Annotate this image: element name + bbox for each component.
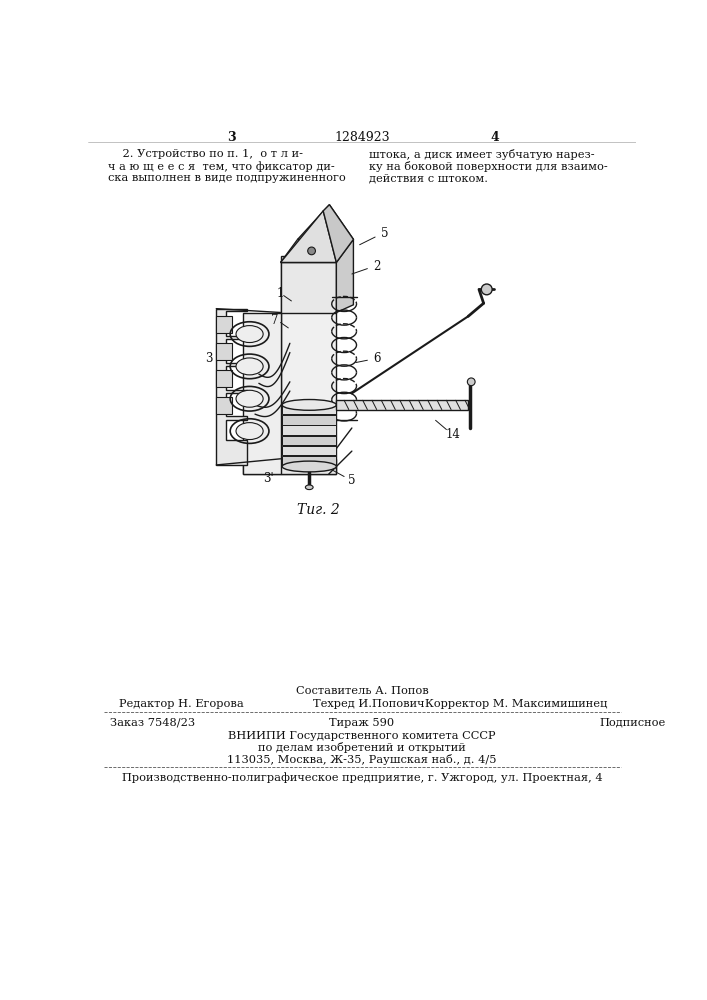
Polygon shape (281, 262, 337, 312)
Ellipse shape (305, 485, 313, 490)
Text: 113035, Москва, Ж-35, Раушская наб., д. 4/5: 113035, Москва, Ж-35, Раушская наб., д. … (227, 754, 497, 765)
Ellipse shape (236, 423, 263, 440)
Text: Корректор М. Максимишинец: Корректор М. Максимишинец (425, 699, 607, 709)
Text: Составитель А. Попов: Составитель А. Попов (296, 686, 428, 696)
Text: ку на боковой поверхности для взаимо-: ку на боковой поверхности для взаимо- (369, 161, 608, 172)
Text: действия с штоком.: действия с штоком. (369, 173, 488, 183)
Circle shape (481, 284, 492, 295)
Ellipse shape (236, 326, 263, 343)
Bar (216, 397, 232, 414)
Text: Производственно-полиграфическое предприятие, г. Ужгород, ул. Проектная, 4: Производственно-полиграфическое предприя… (122, 772, 602, 783)
Text: 1: 1 (277, 287, 284, 300)
Text: 2: 2 (373, 260, 380, 273)
Text: 14: 14 (445, 428, 460, 441)
Polygon shape (337, 239, 354, 312)
Polygon shape (216, 309, 247, 465)
Text: ска выполнен в виде подпружиненного: ска выполнен в виде подпружиненного (107, 173, 346, 183)
Bar (216, 316, 232, 333)
Text: ВНИИПИ Государственного комитета СССР: ВНИИПИ Государственного комитета СССР (228, 731, 496, 741)
Polygon shape (281, 239, 354, 262)
Text: по делам изобретений и открытий: по делам изобретений и открытий (258, 742, 466, 753)
FancyBboxPatch shape (282, 405, 337, 414)
Polygon shape (298, 205, 354, 239)
Text: Редактор Н. Егорова: Редактор Н. Егорова (119, 699, 244, 709)
Text: 6: 6 (373, 352, 380, 365)
Polygon shape (243, 312, 281, 474)
Text: 5: 5 (380, 227, 388, 240)
Ellipse shape (236, 390, 263, 407)
Ellipse shape (236, 358, 263, 375)
Text: 1284923: 1284923 (334, 131, 390, 144)
Text: Подписное: Подписное (600, 718, 666, 728)
Bar (216, 343, 232, 360)
Text: Заказ 7548/23: Заказ 7548/23 (110, 718, 195, 728)
Text: 4: 4 (491, 131, 500, 144)
Circle shape (467, 378, 475, 386)
Ellipse shape (282, 400, 337, 410)
Bar (216, 370, 232, 387)
Text: 3': 3' (263, 472, 274, 485)
FancyBboxPatch shape (282, 415, 337, 425)
Polygon shape (281, 211, 337, 262)
FancyBboxPatch shape (282, 446, 337, 455)
Text: 2. Устройство по п. 1,  о т л и-: 2. Устройство по п. 1, о т л и- (107, 149, 303, 159)
Text: Тираж 590: Тираж 590 (329, 718, 395, 728)
Text: 3: 3 (205, 352, 212, 365)
Text: 7: 7 (271, 314, 278, 327)
Polygon shape (337, 400, 468, 410)
Circle shape (308, 247, 315, 255)
FancyBboxPatch shape (282, 456, 337, 466)
Text: штока, а диск имеет зубчатую нарез-: штока, а диск имеет зубчатую нарез- (369, 149, 595, 160)
Text: ч а ю щ е е с я  тем, что фиксатор ди-: ч а ю щ е е с я тем, что фиксатор ди- (107, 161, 334, 172)
FancyBboxPatch shape (282, 436, 337, 445)
Polygon shape (281, 256, 337, 474)
FancyBboxPatch shape (282, 425, 337, 435)
Ellipse shape (282, 461, 337, 472)
Text: Техред И.Попович: Техред И.Попович (313, 699, 425, 709)
Text: Τиг. 2: Τиг. 2 (297, 503, 340, 517)
Polygon shape (243, 459, 337, 474)
Text: 5: 5 (348, 474, 356, 487)
Text: 3: 3 (228, 131, 236, 144)
Polygon shape (323, 205, 354, 262)
